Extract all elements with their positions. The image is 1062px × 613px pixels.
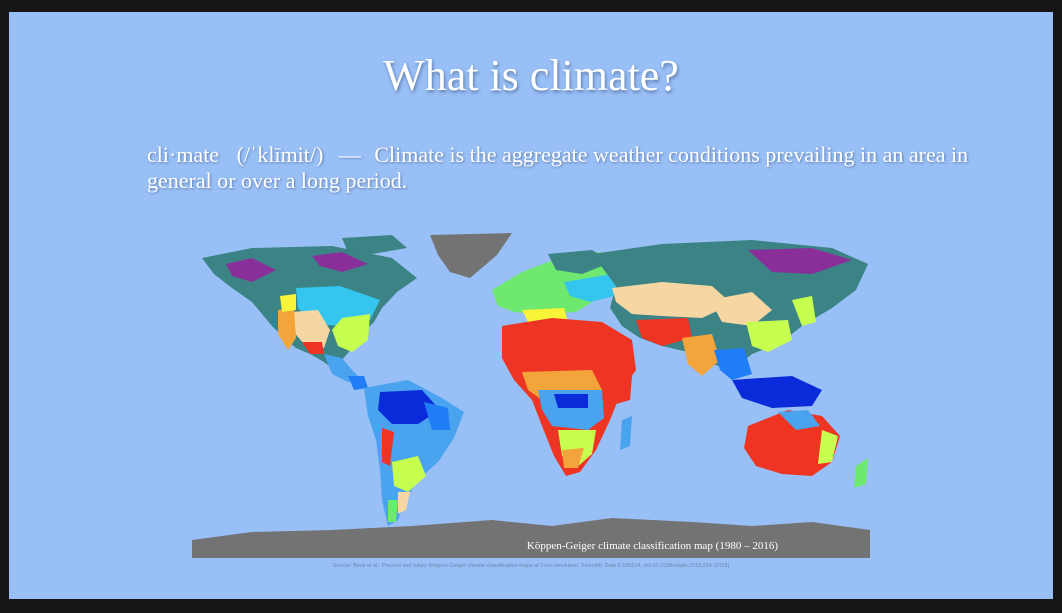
arctic-islands xyxy=(342,235,407,254)
north-america xyxy=(202,246,417,390)
new-zealand xyxy=(854,458,868,488)
australia xyxy=(744,410,868,488)
definition-dash: — xyxy=(338,142,361,167)
japan xyxy=(792,296,816,326)
koppen-world-map: Köppen-Geiger climate classification map… xyxy=(192,230,870,558)
india xyxy=(682,334,720,376)
slide: What is climate? cli·mate (/ˈklīmit/) — … xyxy=(9,12,1053,599)
europe xyxy=(492,250,632,326)
map-source-citation: Source: Beck et al.: Present and future … xyxy=(332,563,730,569)
definition-pronunciation: (/ˈklīmit/) xyxy=(236,142,324,167)
map-caption: Köppen-Geiger climate classification map… xyxy=(526,540,778,552)
southeast-asia-islands xyxy=(732,376,822,408)
definition-term: cli·mate xyxy=(147,142,220,167)
slide-title: What is climate? xyxy=(383,51,679,100)
world-map-graphic xyxy=(192,230,870,558)
madagascar xyxy=(620,416,632,450)
asia xyxy=(592,240,868,408)
definition-text: Climate is the aggregate weather conditi… xyxy=(147,142,969,193)
antarctica xyxy=(192,518,870,558)
greenland xyxy=(430,233,512,278)
africa xyxy=(502,318,636,476)
definition-block: cli·mate (/ˈklīmit/) — Climate is the ag… xyxy=(147,142,977,194)
south-america xyxy=(364,380,464,526)
